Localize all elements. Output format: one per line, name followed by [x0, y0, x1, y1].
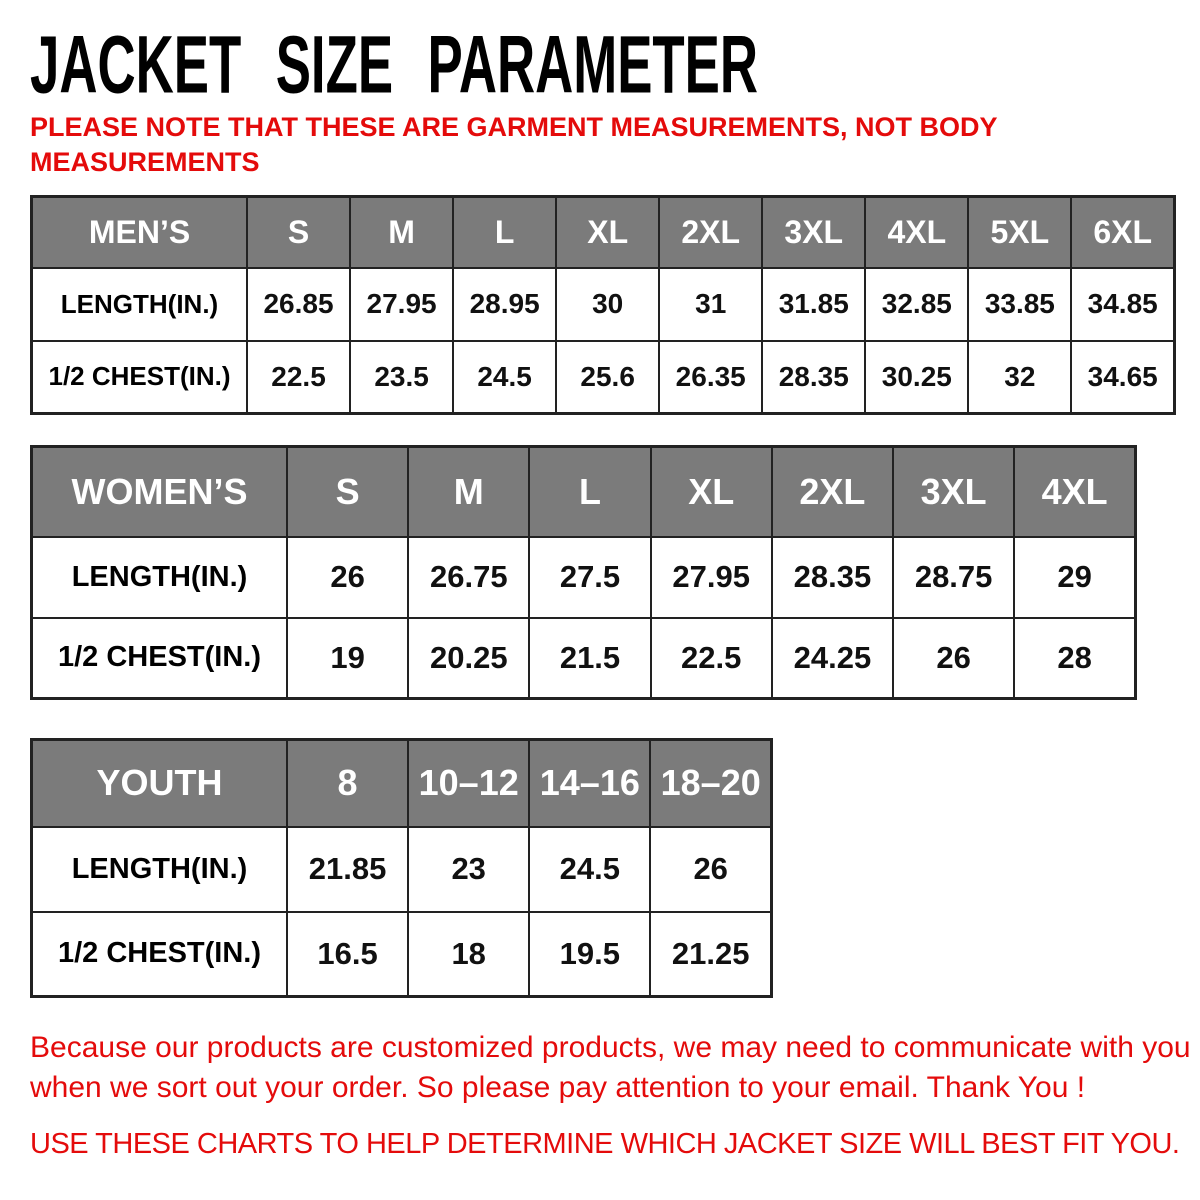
footer-note-line-1: Because our products are customized prod… [30, 1031, 1191, 1064]
mens-size-column-header: 4XL [864, 195, 970, 269]
youth-value-cell: 21.25 [649, 910, 773, 998]
mens-row-label: 1/2 CHEST(IN.) [30, 339, 248, 415]
mens-value-cell: 28.95 [452, 266, 558, 342]
mens-value-cell: 33.85 [967, 266, 1073, 342]
mens-value-cell: 32 [967, 339, 1073, 415]
womens-value-cell: 28.35 [770, 535, 895, 619]
womens-row-label: LENGTH(IN.) [30, 535, 288, 619]
womens-value-cell: 20.25 [407, 616, 531, 700]
garment-measurement-note: PLEASE NOTE THAT THESE ARE GARMENT MEASU… [30, 110, 998, 180]
customization-notice: Because our products are customized prod… [30, 1028, 1191, 1108]
mens-value-cell: 30 [555, 266, 661, 342]
mens-value-cell: 22.5 [245, 339, 352, 415]
mens-value-cell: 34.85 [1070, 266, 1176, 342]
womens-size-column-header: L [528, 445, 652, 538]
womens-row-label: 1/2 CHEST(IN.) [30, 616, 288, 700]
womens-size-column-header: M [407, 445, 531, 538]
womens-value-cell: 28 [1013, 616, 1137, 700]
youth-size-column-header: 14–16 [528, 738, 652, 828]
youth-value-cell: 21.85 [285, 825, 410, 913]
mens-value-cell: 23.5 [349, 339, 455, 415]
youth-row-label: 1/2 CHEST(IN.) [30, 910, 288, 998]
fit-instruction: USE THESE CHARTS TO HELP DETERMINE WHICH… [30, 1128, 1180, 1160]
mens-size-column-header: 2XL [658, 195, 764, 269]
womens-value-cell: 21.5 [528, 616, 652, 700]
youth-row-label: LENGTH(IN.) [30, 825, 288, 913]
youth-value-cell: 24.5 [528, 825, 652, 913]
mens-size-column-header: 5XL [967, 195, 1073, 269]
womens-value-cell: 22.5 [649, 616, 773, 700]
mens-value-cell: 32.85 [864, 266, 970, 342]
note-line-1: PLEASE NOTE THAT THESE ARE GARMENT MEASU… [30, 112, 998, 142]
mens-size-column-header: 3XL [761, 195, 867, 269]
youth-table-row: LENGTH(IN.) 21.85 23 24.5 26 [30, 825, 773, 913]
youth-value-cell: 26 [649, 825, 773, 913]
womens-value-cell: 19 [285, 616, 410, 700]
mens-value-cell: 30.25 [864, 339, 970, 415]
mens-value-cell: 24.5 [452, 339, 558, 415]
youth-value-cell: 18 [407, 910, 531, 998]
mens-size-column-header: XL [555, 195, 661, 269]
mens-value-cell: 31.85 [761, 266, 867, 342]
mens-size-column-header: M [349, 195, 455, 269]
mens-table-row: 1/2 CHEST(IN.) 22.5 23.5 24.5 25.6 26.35 28.35… [30, 339, 1176, 415]
mens-size-column-header: L [452, 195, 558, 269]
mens-value-cell: 27.95 [349, 266, 455, 342]
mens-group-header: MEN’S [30, 195, 248, 269]
youth-size-column-header: 10–12 [407, 738, 531, 828]
mens-row-label: LENGTH(IN.) [30, 266, 248, 342]
womens-size-column-header: 2XL [770, 445, 895, 538]
mens-value-cell: 28.35 [761, 339, 867, 415]
mens-value-cell: 25.6 [555, 339, 661, 415]
womens-size-column-header: 4XL [1013, 445, 1137, 538]
youth-size-table: YOUTH 8 10–12 14–16 18–20 LENGTH(IN.) 21.85 23 2… [30, 738, 773, 998]
womens-value-cell: 27.95 [649, 535, 773, 619]
womens-value-cell: 24.25 [770, 616, 895, 700]
mens-size-column-header: 6XL [1070, 195, 1176, 269]
womens-size-column-header: XL [649, 445, 773, 538]
womens-table-row: 1/2 CHEST(IN.) 19 20.25 21.5 22.5 24.25 26 28 [30, 616, 1137, 700]
womens-value-cell: 26.75 [407, 535, 531, 619]
womens-size-table: WOMEN’S S M L XL 2XL 3XL 4XL LENGTH(IN.) 26 26.75 2… [30, 445, 1137, 700]
womens-value-cell: 26 [285, 535, 410, 619]
youth-value-cell: 16.5 [285, 910, 410, 998]
womens-size-column-header: S [285, 445, 410, 538]
mens-value-cell: 26.85 [245, 266, 352, 342]
womens-value-cell: 28.75 [892, 535, 1016, 619]
womens-value-cell: 27.5 [528, 535, 652, 619]
youth-group-header: YOUTH [30, 738, 288, 828]
womens-value-cell: 29 [1013, 535, 1137, 619]
mens-value-cell: 34.65 [1070, 339, 1176, 415]
footer-note-line-2: when we sort out your order. So please p… [30, 1071, 1086, 1104]
mens-value-cell: 26.35 [658, 339, 764, 415]
womens-value-cell: 26 [892, 616, 1016, 700]
youth-value-cell: 19.5 [528, 910, 652, 998]
womens-size-column-header: 3XL [892, 445, 1016, 538]
youth-size-column-header: 18–20 [649, 738, 773, 828]
page-title: JACKET SIZE PARAMETER [30, 19, 759, 110]
note-line-2: MEASUREMENTS [30, 147, 260, 177]
womens-group-header: WOMEN’S [30, 445, 288, 538]
youth-table-row: 1/2 CHEST(IN.) 16.5 18 19.5 21.25 [30, 910, 773, 998]
mens-size-table: MEN’S S M L XL 2XL 3XL 4XL 5XL 6XL LENGTH(IN.) 26.8… [30, 195, 1176, 415]
youth-size-column-header: 8 [285, 738, 410, 828]
mens-value-cell: 31 [658, 266, 764, 342]
youth-value-cell: 23 [407, 825, 531, 913]
womens-table-row: LENGTH(IN.) 26 26.75 27.5 27.95 28.35 28.75 29 [30, 535, 1137, 619]
mens-size-column-header: S [245, 195, 352, 269]
mens-table-row: LENGTH(IN.) 26.85 27.95 28.95 30 31 31.85 32.85… [30, 266, 1176, 342]
